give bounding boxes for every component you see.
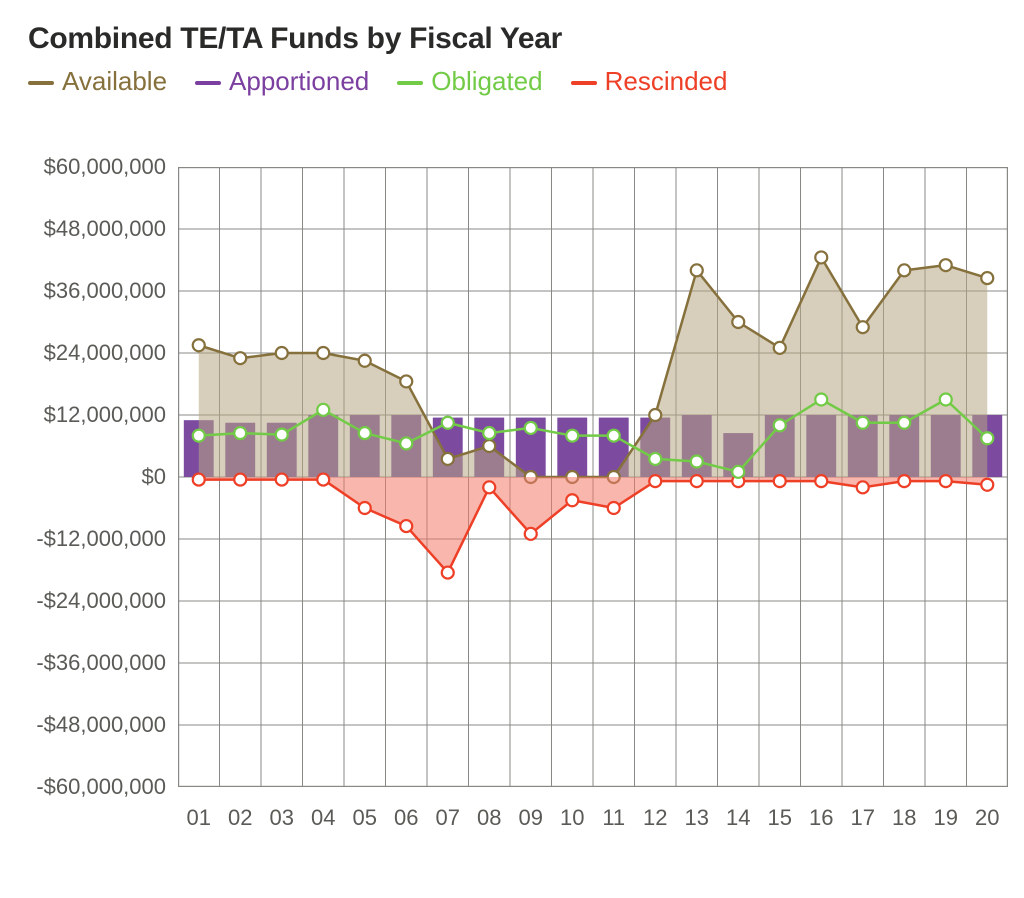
x-tick-label: 05	[353, 805, 377, 831]
legend-dash-rescinded	[571, 81, 597, 85]
x-tick-label: 17	[851, 805, 875, 831]
chart-title: Combined TE/TA Funds by Fiscal Year	[28, 22, 996, 56]
y-tick-label: $0	[142, 464, 166, 490]
y-tick-label: $36,000,000	[44, 278, 166, 304]
page: Combined TE/TA Funds by Fiscal Year Avai…	[0, 0, 1024, 898]
x-tick-label: 19	[934, 805, 958, 831]
legend-label-apportioned: Apportioned	[229, 66, 369, 97]
y-tick-label: $24,000,000	[44, 340, 166, 366]
y-tick-label: -$60,000,000	[36, 774, 166, 800]
y-tick-label: $48,000,000	[44, 216, 166, 242]
x-tick-label: 18	[892, 805, 916, 831]
chart-area: $60,000,000$48,000,000$36,000,000$24,000…	[178, 167, 996, 845]
plot-svg	[178, 167, 1008, 787]
y-tick-label: -$24,000,000	[36, 588, 166, 614]
x-axis-labels: 01 02 03 04 05 06 07 08 09 10 11 12 13 14 15 16 17 18 19 20	[178, 805, 1008, 845]
legend-item-available: Available	[28, 66, 167, 97]
y-tick-label: $12,000,000	[44, 402, 166, 428]
legend-label-rescinded: Rescinded	[605, 66, 728, 97]
x-tick-label: 01	[187, 805, 211, 831]
x-tick-label: 16	[809, 805, 833, 831]
legend-dash-apportioned	[195, 81, 221, 85]
legend-dash-available	[28, 81, 54, 85]
x-tick-label: 20	[975, 805, 999, 831]
x-tick-label: 10	[560, 805, 584, 831]
y-tick-label: -$48,000,000	[36, 712, 166, 738]
x-tick-label: 08	[477, 805, 501, 831]
x-tick-label: 02	[228, 805, 252, 831]
legend-label-available: Available	[62, 66, 167, 97]
x-tick-label: 03	[270, 805, 294, 831]
legend-label-obligated: Obligated	[431, 66, 542, 97]
y-tick-label: -$12,000,000	[36, 526, 166, 552]
legend-dash-obligated	[397, 81, 423, 85]
x-tick-label: 09	[519, 805, 543, 831]
x-tick-label: 13	[685, 805, 709, 831]
y-tick-label: -$36,000,000	[36, 650, 166, 676]
x-tick-label: 11	[602, 805, 625, 831]
legend-item-rescinded: Rescinded	[571, 66, 728, 97]
x-tick-label: 15	[768, 805, 792, 831]
y-tick-label: $60,000,000	[44, 154, 166, 180]
legend: Available Apportioned Obligated Rescinde…	[28, 66, 996, 97]
legend-item-apportioned: Apportioned	[195, 66, 369, 97]
x-tick-label: 14	[726, 805, 750, 831]
legend-item-obligated: Obligated	[397, 66, 542, 97]
x-tick-label: 07	[436, 805, 460, 831]
x-tick-label: 12	[643, 805, 667, 831]
x-tick-label: 04	[311, 805, 335, 831]
x-tick-label: 06	[394, 805, 418, 831]
